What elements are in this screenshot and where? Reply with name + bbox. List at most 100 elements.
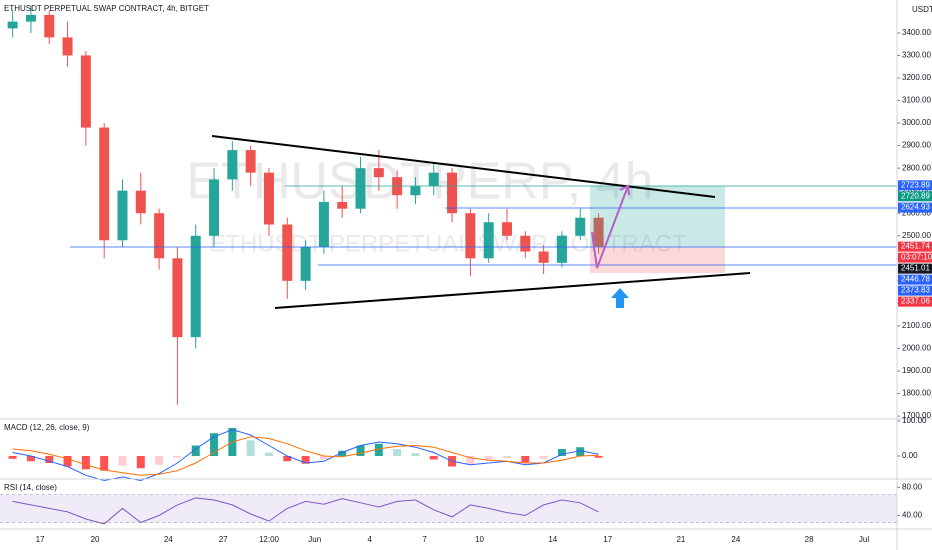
y-tick-label: 1800.00 — [902, 389, 931, 398]
x-tick-label: 17 — [603, 535, 612, 544]
candle-body — [135, 190, 146, 214]
macd-histogram-bar — [557, 449, 566, 457]
macd-histogram-bar — [283, 456, 292, 462]
price-label-bg — [898, 191, 932, 202]
macd-histogram-bar — [136, 456, 145, 469]
macd-histogram-bar — [576, 447, 585, 457]
macd-histogram-bar — [521, 456, 530, 463]
candle-body — [263, 172, 274, 225]
price-label: 2446.78 — [901, 275, 930, 284]
candle-body — [99, 127, 110, 241]
x-tick-label: 14 — [548, 535, 557, 544]
macd-histogram-bar — [264, 452, 273, 457]
price-label: 2723.89 — [901, 180, 930, 189]
rsi-title: RSI (14, close) — [4, 483, 57, 492]
macd-histogram-bar — [63, 456, 72, 467]
projection-arrow — [591, 184, 630, 269]
candle-body — [355, 168, 366, 209]
candle-body — [410, 186, 421, 196]
trend-line — [211, 135, 716, 198]
x-tick-label: 10 — [475, 535, 484, 544]
price-label: 2720.89 — [901, 191, 930, 200]
candle-body — [80, 55, 91, 128]
x-tick-label: 20 — [91, 535, 100, 544]
trend-line — [274, 272, 751, 309]
candle-body — [25, 14, 36, 22]
price-label: 2451.74 — [901, 242, 930, 251]
macd-histogram-bar — [411, 453, 420, 457]
y-tick-label: 0.00 — [902, 451, 918, 460]
candle-body — [373, 168, 384, 178]
y-tick-label: 3300.00 — [902, 51, 931, 60]
candle-body — [300, 247, 311, 281]
macd-histogram-bar — [429, 456, 438, 460]
y-tick-label: 2500.00 — [902, 231, 931, 240]
y-tick-label: 2800.00 — [902, 163, 931, 172]
x-tick-label: 27 — [219, 535, 228, 544]
candle-body — [117, 190, 128, 241]
macd-histogram-bar — [45, 456, 54, 464]
price-label-bg — [898, 241, 932, 252]
price-label-bg — [898, 180, 932, 191]
candle-body — [483, 222, 494, 259]
candle-body — [337, 201, 348, 209]
macd-histogram-bar — [301, 456, 310, 464]
price-label-bg — [898, 285, 932, 296]
candle-body — [447, 172, 458, 214]
x-tick-label: Jul — [859, 535, 869, 544]
price-label-bg — [898, 263, 932, 274]
y-tick-label: 2100.00 — [902, 321, 931, 330]
y-tick-label: 40.00 — [902, 511, 923, 520]
countdown-bg — [898, 252, 932, 263]
candle-body — [209, 179, 220, 236]
candle-body — [44, 14, 55, 38]
stop-zone — [590, 247, 725, 273]
macd-histogram-bar — [503, 456, 511, 458]
y-tick-label: 80.00 — [902, 482, 923, 491]
macd-histogram-bar — [8, 456, 17, 459]
candle-body — [556, 235, 567, 263]
price-label: 2337.06 — [901, 297, 930, 306]
x-tick-label: 17 — [36, 535, 45, 544]
x-tick-label: 12:00 — [259, 535, 280, 544]
candle-body — [502, 222, 512, 236]
y-tick-label: 100.00 — [902, 416, 927, 425]
candle-body — [7, 21, 18, 29]
chart-title: ETHUSDT PERPETUAL SWAP CONTRACT, 4h, BIT… — [4, 4, 209, 13]
price-label-bg — [898, 274, 932, 285]
macd-histogram-bar — [118, 456, 127, 466]
price-label-bg — [898, 296, 932, 307]
candle-body — [575, 217, 586, 236]
macd-histogram-bar — [393, 449, 402, 457]
rsi-line — [12, 497, 599, 525]
x-tick-label: 24 — [731, 535, 740, 544]
macd-histogram-bar — [374, 443, 383, 457]
candle-body — [190, 235, 201, 338]
x-tick-label: Jun — [308, 535, 321, 544]
y-tick-label: 3000.00 — [902, 118, 931, 127]
macd-histogram-bar — [26, 456, 35, 462]
y-tick-label: 3400.00 — [902, 28, 931, 37]
x-tick-label: 21 — [676, 535, 685, 544]
macd-histogram-bar — [155, 456, 164, 465]
macd-histogram-bar — [539, 456, 548, 459]
macd-histogram-bar — [338, 450, 347, 457]
rsi-band — [0, 494, 897, 523]
y-tick-label: 2900.00 — [902, 141, 931, 150]
price-label: 2451.01 — [901, 264, 930, 273]
candle-body — [172, 258, 183, 338]
candle-body — [154, 213, 165, 259]
y-tick-label: 2600.00 — [902, 208, 931, 217]
countdown: 03:07:10 — [901, 253, 932, 262]
macd-title: MACD (12, 26, close, 9) — [4, 423, 90, 432]
x-tick-label: 24 — [164, 535, 173, 544]
candle-body — [318, 201, 329, 248]
candle-body — [428, 172, 439, 187]
macd-histogram-bar — [594, 456, 603, 458]
candle-body — [538, 251, 549, 263]
y-tick-label: 3200.00 — [902, 73, 931, 82]
candle-body — [520, 235, 531, 252]
y-tick-label: 1700.00 — [902, 411, 931, 420]
macd-histogram-bar — [356, 445, 365, 457]
